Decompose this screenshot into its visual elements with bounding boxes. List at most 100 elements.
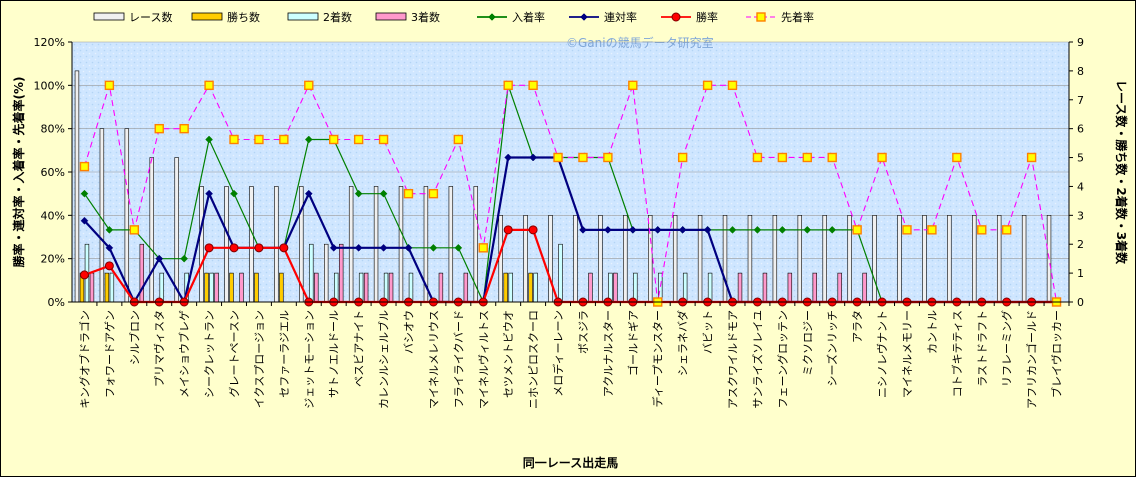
legend-marker	[671, 12, 681, 22]
point-3	[503, 225, 513, 235]
point-4	[727, 80, 738, 91]
x-tick-label: セツメントビウオ	[502, 310, 515, 398]
x-tick-label: シェラネバダ	[676, 310, 690, 376]
point-4	[952, 152, 962, 163]
bar-3	[209, 272, 214, 303]
bar-1	[847, 215, 852, 303]
point-4	[777, 152, 788, 163]
x-tick-label: シルブロン	[127, 310, 141, 365]
legend-swatch	[93, 12, 125, 21]
point-1	[180, 254, 189, 263]
y-left-tick-label: 0%	[48, 296, 65, 309]
bar-2	[279, 272, 284, 303]
x-tick-label: ボスジラ	[577, 310, 590, 354]
point-4	[902, 225, 912, 235]
y-right-tick-label: 5	[1077, 152, 1084, 165]
point-1	[205, 135, 213, 144]
bar-1	[747, 215, 753, 303]
bar-2	[528, 272, 533, 303]
legend-label: 3着数	[411, 10, 440, 24]
x-tick-label: フォワードアゲン	[103, 310, 116, 398]
bar-4	[339, 243, 344, 303]
point-2	[579, 225, 587, 234]
bar-1	[797, 215, 802, 303]
point-2	[404, 243, 413, 252]
y-right-tick-label: 0	[1077, 296, 1084, 309]
point-4	[403, 188, 414, 199]
point-2	[529, 153, 537, 162]
bar-4	[837, 272, 842, 303]
point-4	[453, 134, 464, 145]
point-4	[304, 80, 314, 91]
y-axis-right-title: レース数・勝ち数・2着数・3着数	[1114, 80, 1129, 265]
legend-label: 勝ち数	[227, 10, 260, 24]
bar-4	[89, 272, 95, 303]
x-tick-label: セファーラジエル	[278, 310, 291, 398]
bar-3	[533, 272, 538, 303]
y-left-tick-label: 40%	[41, 209, 65, 222]
bar-1	[74, 70, 80, 303]
y-right-tick-label: 8	[1077, 65, 1084, 78]
x-tick-label: シーズンリッチ	[825, 310, 839, 386]
point-2	[80, 216, 89, 225]
bar-1	[174, 157, 179, 303]
y-left-tick-label: 80%	[41, 123, 65, 136]
point-1	[778, 225, 787, 234]
x-tick-label: プリマヴィスタ	[152, 310, 166, 387]
point-4	[752, 152, 763, 163]
point-4	[827, 152, 837, 163]
gridlines	[72, 41, 1069, 259]
legend-swatch	[191, 12, 223, 21]
x-tick-label: ニホンピロスクーロ	[527, 310, 540, 409]
point-3	[79, 270, 89, 280]
bar-4	[588, 272, 593, 303]
point-4	[503, 80, 513, 91]
bar-1	[922, 215, 927, 303]
bar-4	[463, 272, 469, 303]
point-4	[279, 134, 289, 145]
x-tick-label: ブレイヴロッカー	[1050, 310, 1064, 398]
point-2	[155, 254, 164, 263]
point-2	[653, 225, 662, 234]
bar-4	[862, 272, 867, 303]
legend-label: 2着数	[323, 10, 352, 24]
point-4	[154, 123, 164, 134]
point-4	[229, 134, 239, 145]
bar-1	[897, 215, 902, 303]
legend-swatch	[375, 12, 407, 21]
point-4	[378, 134, 389, 145]
point-4	[802, 152, 812, 163]
bar-2	[104, 272, 110, 303]
bar-1	[697, 215, 703, 303]
axes: 0% 20% 40% 60% 80% 100% 120% 0 1 2 3 4 5 6 7 8 9 キングオブドラゴ…	[34, 36, 1084, 409]
y-right-tick-label: 3	[1077, 209, 1084, 222]
bar-3	[558, 243, 563, 303]
y-right-tick-label: 7	[1077, 94, 1084, 107]
point-3	[528, 225, 538, 235]
point-4	[852, 225, 862, 235]
x-tick-label: マイネルメレリウス	[427, 310, 440, 409]
bar-1	[872, 215, 877, 303]
bar-1	[199, 186, 204, 303]
x-tick-label: アラタ	[851, 310, 864, 343]
y-right-tick-label: 2	[1077, 238, 1084, 251]
legend: レース数 勝ち数 2着数 3着数 入着率 連対率 勝率 先着率	[93, 10, 814, 24]
bar-1	[99, 128, 105, 303]
point-4	[603, 152, 613, 163]
point-1	[354, 189, 363, 198]
bar-1	[124, 128, 130, 303]
x-tick-label: フライライクバード	[452, 310, 465, 408]
point-4	[254, 134, 264, 145]
bar-4	[812, 272, 817, 303]
point-1	[803, 225, 812, 234]
bar-2	[503, 272, 508, 303]
legend-marker	[488, 13, 496, 21]
x-tick-label: イクスプロージョン	[253, 310, 266, 408]
point-1	[429, 243, 438, 252]
point-4	[353, 134, 364, 145]
point-3	[254, 243, 264, 253]
bar-1	[947, 215, 952, 303]
point-3	[279, 243, 289, 253]
